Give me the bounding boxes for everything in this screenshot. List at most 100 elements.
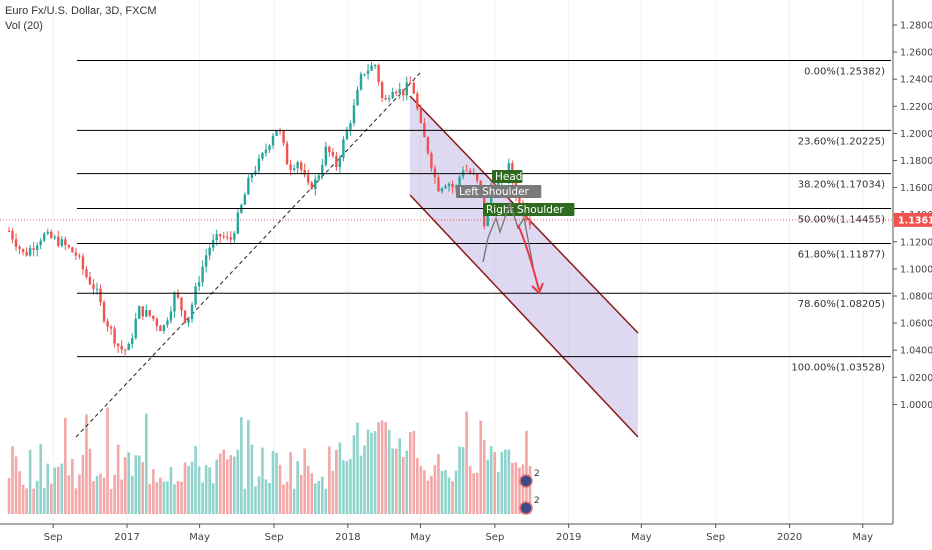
projection-arrow <box>517 224 540 291</box>
volume-bar <box>95 475 99 514</box>
symbol-title: Euro Fx/U.S. Dollar, 3D, FXCM <box>5 5 157 17</box>
volume-bar <box>320 476 324 514</box>
candle-body <box>373 65 377 67</box>
volume-bar <box>370 432 373 514</box>
volume-bar <box>482 439 486 514</box>
volume-bar <box>116 444 120 514</box>
volume-bar <box>359 455 363 514</box>
volume-bar <box>356 422 359 514</box>
fib-level-label: 100.00%(1.03528) <box>791 363 885 374</box>
candle-body <box>349 123 352 130</box>
volume-bar <box>493 452 497 514</box>
volume-bar <box>268 482 271 514</box>
volume-bar <box>159 477 162 514</box>
volume-bar <box>313 483 317 514</box>
volume-bar <box>71 459 74 514</box>
candle-body <box>123 349 127 351</box>
volume-bar <box>408 432 412 514</box>
event-marker-count: 2 <box>534 496 540 506</box>
volume-bar <box>222 449 226 514</box>
candle-body <box>88 277 92 285</box>
descending-channel[interactable] <box>409 95 639 438</box>
volume-bar <box>204 465 208 514</box>
candle-body <box>180 297 183 311</box>
candle-body <box>338 157 342 167</box>
volume-bar <box>232 456 236 514</box>
volume-bar <box>412 430 416 514</box>
candle-body <box>437 177 440 192</box>
volume-bar <box>225 459 229 514</box>
volume-bar <box>67 475 71 514</box>
annotation-bg <box>483 203 575 216</box>
volume-bar <box>257 476 261 514</box>
candle-body <box>384 97 387 100</box>
candle-body <box>120 346 123 350</box>
fib-level-label: 78.60%(1.08205) <box>798 299 885 310</box>
candle-body <box>197 282 201 287</box>
volume-bar <box>21 484 25 514</box>
candlestick-series <box>7 61 532 356</box>
volume-bar <box>74 488 78 514</box>
volume-bar <box>437 453 440 514</box>
volume-bar <box>486 459 490 514</box>
volume-bar <box>264 479 268 514</box>
volume-bar <box>236 449 240 514</box>
volume-bar <box>472 473 475 514</box>
volume-bar <box>289 452 292 514</box>
candle-body <box>183 310 187 323</box>
volume-bar <box>496 471 500 514</box>
volume-bar <box>461 447 465 514</box>
candle-body <box>430 153 433 169</box>
price-tick-label: 1.26000 <box>900 48 932 59</box>
price-tick-label: 1.10000 <box>900 264 932 275</box>
volume-bar <box>7 477 11 514</box>
price-axis-bg <box>893 0 932 550</box>
volume-bar <box>278 464 282 514</box>
trend-line <box>75 71 422 438</box>
volume-bar <box>166 481 169 514</box>
volume-bar <box>303 448 306 514</box>
dashed-trendline[interactable] <box>75 71 422 438</box>
candle-body <box>229 237 232 240</box>
candle-body <box>324 146 328 166</box>
volume-bar <box>275 452 278 514</box>
volume-bar <box>349 458 352 514</box>
volume-bar <box>331 470 335 514</box>
volume-bar <box>102 477 106 514</box>
annotation-label: Right Shoulder <box>486 204 564 216</box>
volume-bar <box>109 488 113 514</box>
candle-body <box>106 321 109 327</box>
candle-body <box>250 174 254 179</box>
volume-bar <box>148 483 152 514</box>
candle-body <box>116 343 120 347</box>
grid <box>52 0 864 524</box>
candle-body <box>458 176 461 187</box>
price-tick-label: 1.06000 <box>900 319 932 330</box>
volume-bar <box>451 481 454 514</box>
volume-bar <box>377 422 380 514</box>
candle-body <box>102 302 106 322</box>
fibonacci-retracement[interactable]: 0.00%(1.25382) 23.60%(1.20225) 38.20%(1.17… <box>77 59 891 374</box>
volume-bar <box>440 470 444 514</box>
annotation-label: Head <box>495 171 522 183</box>
candle-body <box>32 248 35 250</box>
channel-lower-line <box>409 194 639 438</box>
price-tick-label: 1.12000 <box>900 237 932 248</box>
fib-level-label: 38.20%(1.17034) <box>798 180 885 191</box>
candle-body <box>518 197 521 203</box>
volume-bar <box>282 484 285 514</box>
volume-bar <box>49 483 53 514</box>
volume-bar <box>380 420 384 514</box>
candle-body <box>43 233 46 241</box>
time-tick-label: May <box>189 532 210 543</box>
volume-bar <box>465 411 468 514</box>
volume-bar <box>144 413 148 514</box>
volume-histogram <box>7 407 532 514</box>
volume-bar <box>328 446 331 514</box>
candle-body <box>145 310 148 317</box>
volume-bar <box>169 467 173 514</box>
time-tick-label: May <box>852 532 873 543</box>
candle-body <box>257 158 261 171</box>
candle-body <box>57 236 60 246</box>
